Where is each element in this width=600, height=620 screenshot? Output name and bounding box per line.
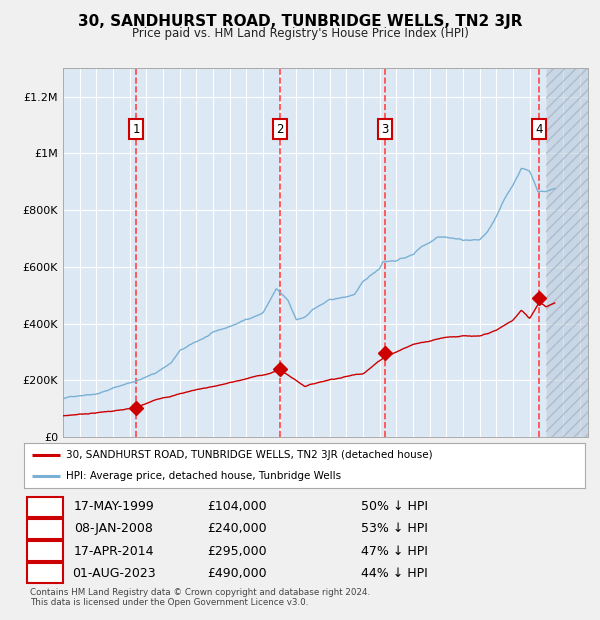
- Text: 2: 2: [41, 523, 49, 536]
- Text: 17-MAY-1999: 17-MAY-1999: [73, 500, 154, 513]
- FancyBboxPatch shape: [27, 520, 63, 539]
- Text: 44% ↓ HPI: 44% ↓ HPI: [361, 567, 427, 580]
- Text: £295,000: £295,000: [208, 544, 267, 557]
- Text: 1: 1: [41, 500, 49, 513]
- Text: Contains HM Land Registry data © Crown copyright and database right 2024.
This d: Contains HM Land Registry data © Crown c…: [30, 588, 370, 607]
- Text: HPI: Average price, detached house, Tunbridge Wells: HPI: Average price, detached house, Tunb…: [66, 471, 341, 481]
- Text: 17-APR-2014: 17-APR-2014: [74, 544, 154, 557]
- Text: 47% ↓ HPI: 47% ↓ HPI: [361, 544, 427, 557]
- Text: 1: 1: [132, 123, 140, 136]
- Text: 3: 3: [381, 123, 388, 136]
- Text: £240,000: £240,000: [208, 523, 267, 536]
- Bar: [547, 68, 588, 437]
- FancyBboxPatch shape: [27, 497, 63, 516]
- Text: 4: 4: [41, 567, 49, 580]
- Text: Price paid vs. HM Land Registry's House Price Index (HPI): Price paid vs. HM Land Registry's House …: [131, 27, 469, 40]
- Text: 50% ↓ HPI: 50% ↓ HPI: [361, 500, 428, 513]
- Text: 01-AUG-2023: 01-AUG-2023: [72, 567, 155, 580]
- FancyBboxPatch shape: [27, 541, 63, 560]
- Text: 2: 2: [277, 123, 284, 136]
- Text: £490,000: £490,000: [208, 567, 267, 580]
- Text: 53% ↓ HPI: 53% ↓ HPI: [361, 523, 427, 536]
- Text: 4: 4: [536, 123, 543, 136]
- Text: 30, SANDHURST ROAD, TUNBRIDGE WELLS, TN2 3JR (detached house): 30, SANDHURST ROAD, TUNBRIDGE WELLS, TN2…: [66, 450, 433, 460]
- Text: 08-JAN-2008: 08-JAN-2008: [74, 523, 153, 536]
- Text: £104,000: £104,000: [208, 500, 267, 513]
- Text: 3: 3: [41, 544, 49, 557]
- FancyBboxPatch shape: [27, 564, 63, 583]
- Text: 30, SANDHURST ROAD, TUNBRIDGE WELLS, TN2 3JR: 30, SANDHURST ROAD, TUNBRIDGE WELLS, TN2…: [78, 14, 522, 29]
